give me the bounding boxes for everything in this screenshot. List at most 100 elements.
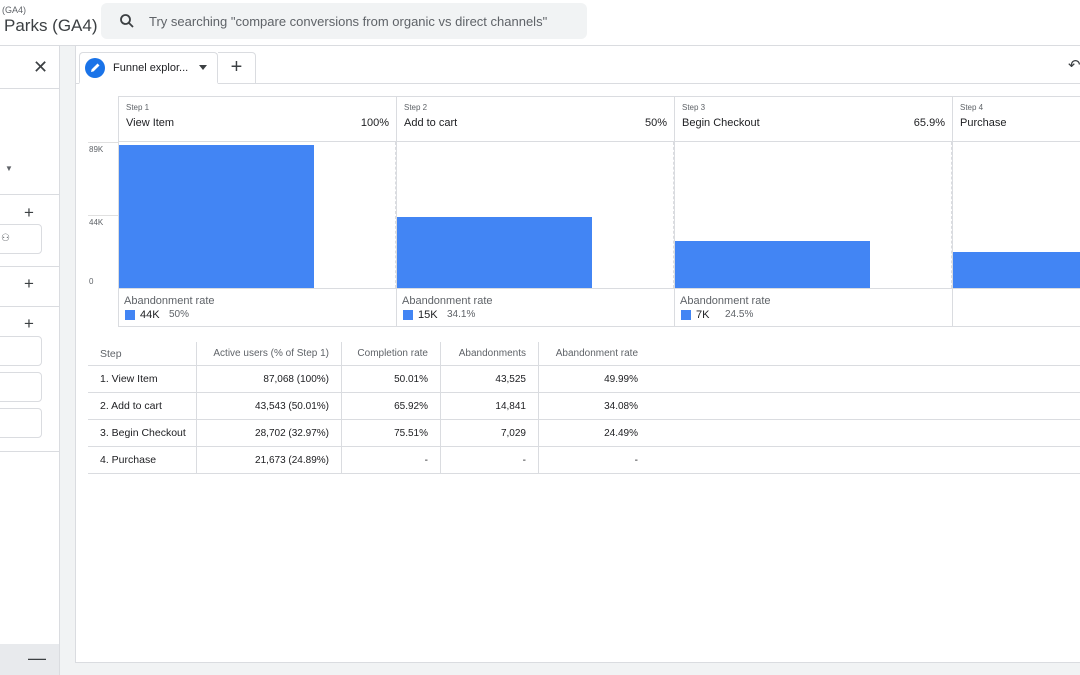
table-row[interactable]: 4. Purchase 21,673 (24.89%) - - - [88, 447, 1080, 474]
add-dimension-button[interactable]: + [24, 274, 34, 293]
abandonment-summary [953, 288, 1080, 327]
add-metric-button[interactable]: + [24, 314, 34, 333]
undo-icon[interactable]: ↶ [1068, 57, 1080, 74]
search-bar[interactable] [101, 3, 587, 39]
step-percent: 100% [360, 117, 389, 129]
funnel-bar[interactable] [953, 252, 1080, 288]
property-tag: (GA4) [2, 5, 27, 15]
divider [0, 306, 59, 307]
tab-label: Funnel explor... [113, 62, 189, 74]
abandonment-count: 7K [696, 309, 710, 321]
table-cell: - [634, 455, 638, 466]
table-row[interactable]: 3. Begin Checkout 28,702 (32.97%) 75.51%… [88, 420, 1080, 447]
close-icon[interactable]: ✕ [33, 57, 49, 77]
column-header[interactable]: Abandonment rate [555, 348, 638, 359]
abandonment-rate: 50% [169, 309, 190, 320]
abandonment-label: Abandonment rate [124, 295, 215, 307]
chevron-down-icon[interactable]: ▼ [5, 164, 13, 173]
table-cell: 87,068 (100%) [197, 366, 342, 392]
table-cell: 4. Purchase [88, 447, 197, 473]
step-plot-area [953, 142, 1080, 288]
search-icon [120, 14, 134, 28]
legend-swatch [681, 310, 691, 320]
metric-chip-3[interactable] [0, 408, 42, 438]
metric-chip-1[interactable] [0, 336, 42, 366]
add-tab-button[interactable]: + [218, 52, 256, 84]
panel-footer [0, 644, 59, 675]
chevron-down-icon[interactable] [199, 65, 207, 70]
table-cell: 2. Add to cart [88, 393, 197, 419]
funnel-step-2[interactable]: Step 2 Add to cart 50% Abandonment rate 15K 3… [396, 96, 674, 327]
metric-chip-2[interactable] [0, 372, 42, 402]
step-number: Step 4 [960, 103, 984, 112]
table-cell: - [441, 447, 539, 473]
table-cell: 43,525 [441, 366, 539, 392]
funnel-bar[interactable] [119, 145, 314, 288]
tab-funnel-exploration[interactable]: Funnel explor... [79, 52, 218, 84]
table-row[interactable]: 1. View Item 87,068 (100%) 50.01% 43,525… [88, 366, 1080, 393]
y-gridline [88, 142, 118, 143]
search-input[interactable] [149, 10, 569, 32]
table-cell: 28,702 (32.97%) [197, 420, 342, 446]
abandonment-summary: Abandonment rate 15K 34.1% [397, 288, 674, 327]
step-plot-area [119, 142, 396, 288]
column-header[interactable]: Abandonments [441, 342, 539, 365]
step-header: Step 2 Add to cart 50% [397, 96, 674, 142]
step-percent: 50% [644, 117, 667, 129]
step-name: Begin Checkout [682, 117, 760, 129]
divider [0, 194, 59, 195]
table-cell: 7,029 [441, 420, 539, 446]
abandonment-summary: Abandonment rate 7K 24.5% [675, 288, 952, 327]
pencil-icon[interactable] [85, 58, 105, 78]
abandonment-label: Abandonment rate [402, 295, 493, 307]
step-number: Step 2 [404, 103, 428, 112]
legend-swatch [403, 310, 413, 320]
funnel-step-3[interactable]: Step 3 Begin Checkout 65.9% Abandonment rat… [674, 96, 952, 327]
step-name: View Item [126, 117, 175, 129]
column-header[interactable]: Completion rate [342, 342, 441, 365]
table-cell: 34.08% [604, 401, 638, 412]
step-number: Step 3 [682, 103, 706, 112]
step-percent: 65.9% [913, 117, 945, 129]
divider [0, 88, 59, 89]
table-cell: 49.99% [604, 374, 638, 385]
step-header: Step 4 Purchase [953, 96, 1080, 142]
variables-panel: ✕ ▼ + ⚇ + + — [0, 46, 60, 675]
y-gridline [88, 215, 118, 216]
divider [0, 451, 59, 452]
abandonment-summary: Abandonment rate 44K 50% [119, 288, 396, 327]
table-cell: 43,543 (50.01%) [197, 393, 342, 419]
y-tick-label: 44K [89, 218, 104, 227]
funnel-table: Step Active users (% of Step 1) Completi… [88, 342, 1080, 474]
tab-row: Funnel explor... + ↶ [76, 46, 1080, 84]
step-plot-area [675, 142, 952, 288]
column-header[interactable]: Step [88, 342, 197, 365]
step-header: Step 3 Begin Checkout 65.9% [675, 96, 952, 142]
abandonment-label: Abandonment rate [680, 295, 771, 307]
add-segment-button[interactable]: + [24, 203, 34, 222]
funnel-step-4[interactable]: Step 4 Purchase [952, 96, 1080, 327]
table-cell: - [342, 447, 441, 473]
table-cell: 3. Begin Checkout [88, 420, 197, 446]
segment-chip[interactable]: ⚇ [0, 224, 42, 254]
table-cell: 1. View Item [88, 366, 197, 392]
abandonment-rate: 34.1% [447, 309, 476, 320]
funnel-bar[interactable] [675, 241, 870, 288]
funnel-bar[interactable] [397, 217, 592, 288]
divider [0, 266, 59, 267]
y-tick-label: 89K [89, 145, 104, 154]
property-name[interactable]: Parks (GA4) [4, 16, 98, 35]
exploration-canvas: Funnel explor... + ↶ 89K 44K 0 Step 1 Vie… [75, 46, 1080, 663]
legend-swatch [125, 310, 135, 320]
collapse-icon[interactable]: — [28, 648, 46, 668]
funnel-step-1[interactable]: Step 1 View Item 100% Abandonment rate 44K 50… [118, 96, 396, 327]
table-cell: 24.49% [604, 428, 638, 439]
step-name: Add to cart [404, 117, 458, 129]
abandonment-count: 44K [140, 309, 160, 321]
table-cell: 21,673 (24.89%) [197, 447, 342, 473]
table-header-row: Step Active users (% of Step 1) Completi… [88, 342, 1080, 366]
abandonment-rate: 24.5% [725, 309, 754, 320]
column-header[interactable]: Active users (% of Step 1) [197, 342, 342, 365]
table-row[interactable]: 2. Add to cart 43,543 (50.01%) 65.92% 14… [88, 393, 1080, 420]
table-cell: 14,841 [441, 393, 539, 419]
